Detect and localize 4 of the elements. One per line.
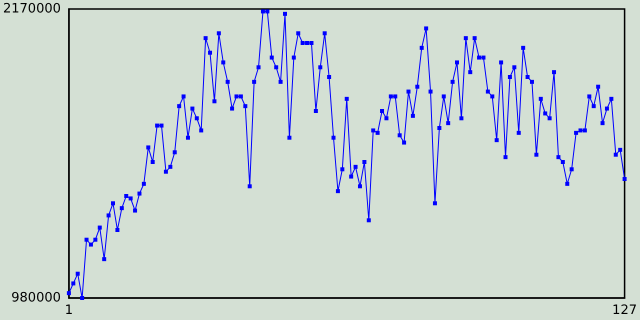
x-tick-label: 1 (64, 303, 74, 318)
y-tick-label: 2170000 (2, 2, 61, 16)
y-tick-label: 980000 (11, 290, 61, 306)
x-tick-label: 127 (612, 303, 638, 318)
